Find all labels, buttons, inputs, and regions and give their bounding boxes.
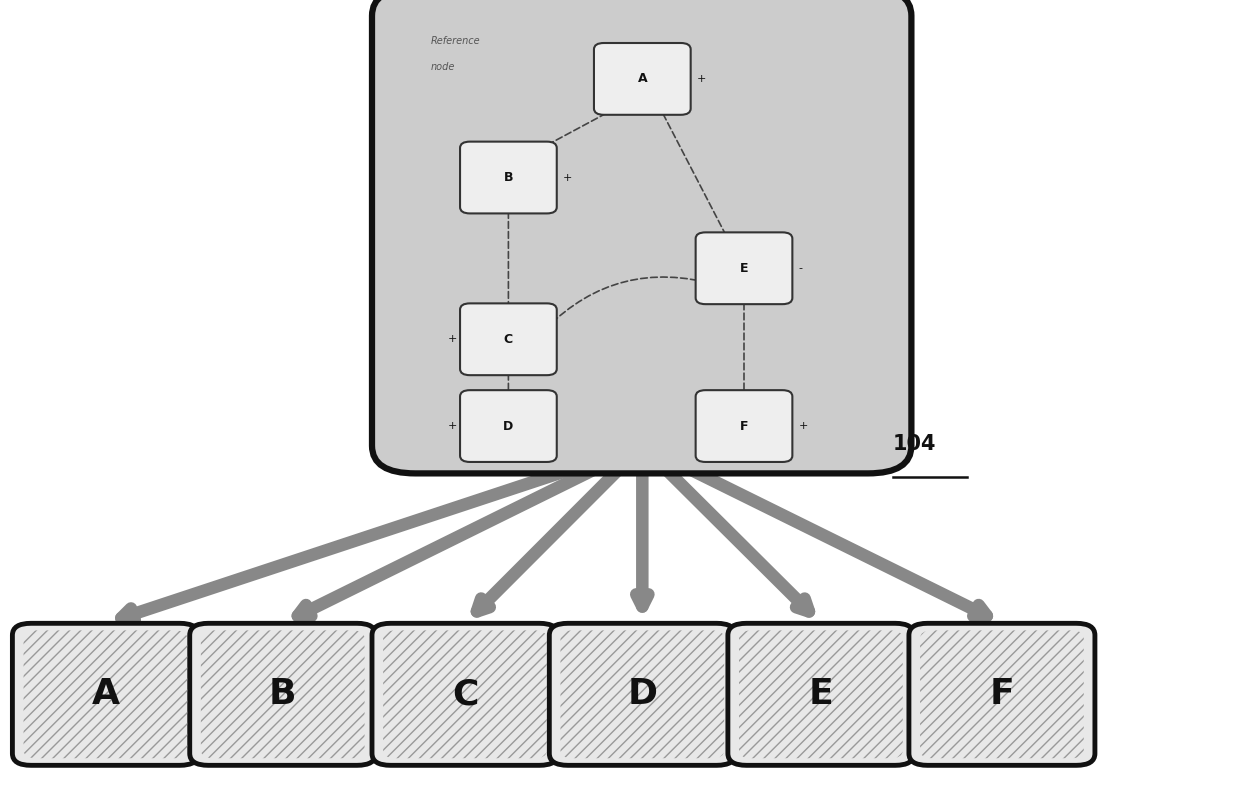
Text: E: E [740,262,748,275]
FancyBboxPatch shape [909,623,1095,765]
Text: D: D [503,420,513,432]
Text: E: E [808,677,833,712]
FancyBboxPatch shape [372,623,558,765]
Text: B: B [269,677,296,712]
Text: Reference: Reference [430,36,480,46]
FancyBboxPatch shape [460,142,557,213]
Text: D: D [627,677,657,712]
Text: +: + [448,421,458,431]
FancyBboxPatch shape [728,623,914,765]
FancyBboxPatch shape [696,233,792,305]
Text: A: A [637,73,647,85]
FancyBboxPatch shape [460,390,557,462]
Text: +: + [563,173,573,182]
Text: B: B [503,171,513,184]
Text: F: F [740,420,748,432]
Text: 104: 104 [893,434,936,454]
FancyBboxPatch shape [190,623,376,765]
FancyBboxPatch shape [372,0,911,473]
FancyBboxPatch shape [12,623,198,765]
Text: C: C [451,677,479,712]
Text: C: C [503,333,513,346]
FancyBboxPatch shape [696,390,792,462]
Text: F: F [990,677,1014,712]
Text: A: A [92,677,119,712]
Text: +: + [448,335,458,344]
Text: +: + [799,421,808,431]
FancyBboxPatch shape [460,304,557,376]
FancyBboxPatch shape [594,43,691,114]
Text: node: node [430,62,455,72]
Text: -: - [799,264,802,273]
Text: +: + [697,74,707,84]
FancyBboxPatch shape [549,623,735,765]
